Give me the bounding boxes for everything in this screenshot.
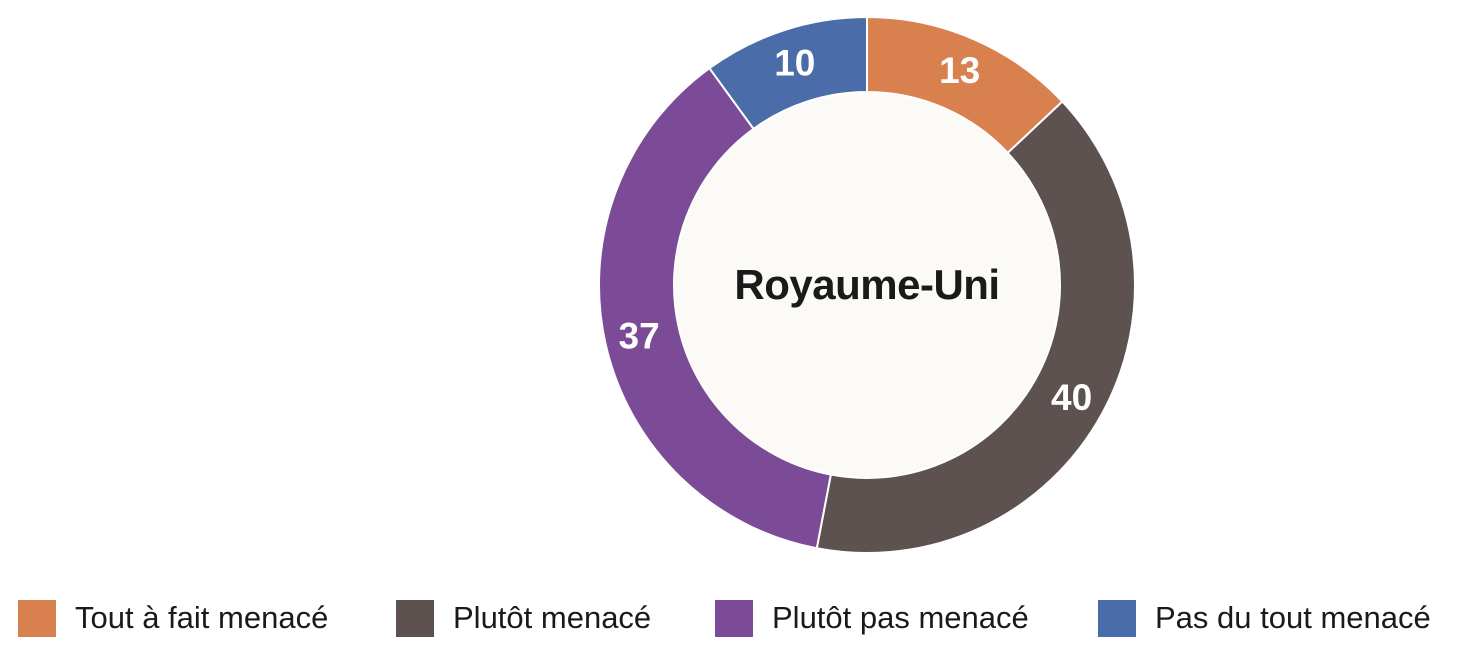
legend-item-tout-a-fait-menace: Tout à fait menacé <box>18 596 328 640</box>
segment-value-label: 37 <box>619 315 660 356</box>
legend: Tout à fait menacé Plutôt menacé Plutôt … <box>0 596 1470 640</box>
donut-segment-2 <box>598 67 832 550</box>
donut-svg: 13 40 37 10 <box>598 16 1136 554</box>
legend-swatch-icon <box>396 599 434 637</box>
legend-item-plutot-menace: Plutôt menacé <box>396 596 651 640</box>
legend-swatch-icon <box>1098 599 1136 637</box>
segment-value-label: 13 <box>939 50 980 91</box>
donut-segment-3 <box>708 16 868 130</box>
legend-label: Plutôt menacé <box>453 600 652 635</box>
donut-segment-1 <box>815 100 1136 554</box>
legend-item-pas-du-tout-menace: Pas du tout menacé <box>1098 596 1431 640</box>
legend-label: Tout à fait menacé <box>75 600 329 635</box>
legend-label: Pas du tout menacé <box>1155 600 1431 635</box>
segment-value-label: 10 <box>774 42 815 83</box>
legend-item-plutot-pas-menace: Plutôt pas menacé <box>715 596 1029 640</box>
legend-label: Plutôt pas menacé <box>772 600 1029 635</box>
donut-chart: 13 40 37 10 Royaume-Uni <box>597 15 1137 555</box>
legend-swatch-icon <box>715 599 753 637</box>
segment-value-label: 40 <box>1051 377 1092 418</box>
legend-swatch-icon <box>18 599 56 637</box>
donut-hole <box>672 90 1062 480</box>
